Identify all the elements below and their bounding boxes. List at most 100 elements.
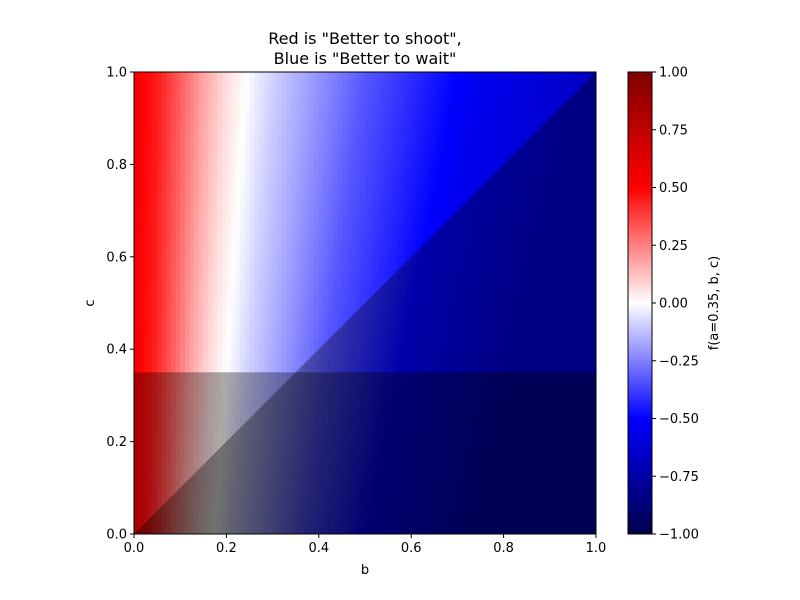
heatmap-cell [212,282,218,290]
heatmap-cell [170,478,177,486]
heatmap-cell [355,317,361,325]
heatmap-cell [249,247,255,255]
heatmap-cell [217,359,223,367]
heatmap-cell [355,429,361,437]
heatmap-cell [337,303,343,311]
heatmap-cell [559,373,565,381]
heatmap-cell [212,303,218,311]
heatmap-cell [157,436,163,444]
heatmap-cell [388,520,394,528]
heatmap-cell [508,275,514,283]
heatmap-cell [512,450,519,458]
heatmap-cell [240,457,246,465]
heatmap-cell [254,317,260,325]
heatmap-cell [300,296,306,304]
heatmap-cell [244,317,251,325]
heatmap-cell [341,394,348,402]
heatmap-cell [526,450,532,458]
heatmap-cell [267,457,274,465]
heatmap-cell [152,219,158,227]
heatmap-cell [503,275,509,283]
heatmap-cell [494,275,500,283]
heatmap-cell [217,471,223,479]
heatmap-cell [263,415,269,423]
heatmap-cell [212,317,218,325]
heatmap-cell [157,471,163,479]
heatmap-cell [314,527,320,534]
heatmap-cell [582,212,588,220]
heatmap-cell [249,345,255,353]
heatmap-cell [198,268,204,276]
heatmap-cell [531,296,537,304]
heatmap-cell [508,485,514,493]
heatmap-cell [263,520,269,528]
heatmap-cell [443,422,449,430]
heatmap-cell [341,240,348,248]
heatmap-cell [309,401,315,409]
heatmap-cell [143,254,149,262]
heatmap-cell [406,457,412,465]
heatmap-cell [457,373,463,381]
heatmap-cell [572,513,579,521]
heatmap-cell [323,422,329,430]
heatmap-cell [591,485,596,493]
heatmap-cell [286,247,292,255]
heatmap-cell [475,338,482,346]
heatmap-cell [143,226,149,234]
heatmap-cell [434,324,440,332]
heatmap-cell [415,198,422,206]
heatmap-cell [531,184,537,192]
heatmap-cell [291,478,297,486]
heatmap-cell [328,233,334,241]
heatmap-cell [346,198,352,206]
heatmap-cell [475,261,482,269]
heatmap-cell [170,464,177,472]
heatmap-cell [535,394,542,402]
heatmap-cell [300,436,306,444]
heatmap-cell [254,485,260,493]
heatmap-cell [332,317,338,325]
heatmap-cell [166,387,172,395]
heatmap-cell [226,275,232,283]
heatmap-cell [434,387,440,395]
heatmap-cell [217,443,223,451]
heatmap-cell [332,345,338,353]
heatmap-cell [212,366,218,374]
heatmap-cell [503,387,509,395]
heatmap-cell [415,303,422,311]
heatmap-cell [438,387,445,395]
heatmap-cell [577,247,583,255]
heatmap-cell [134,506,140,514]
heatmap-cell [591,303,596,311]
heatmap-cell [582,373,588,381]
heatmap-cell [249,303,255,311]
heatmap-cell [577,254,583,262]
heatmap-cell [508,254,514,262]
heatmap-cell [161,436,167,444]
heatmap-cell [341,359,348,367]
heatmap-cell [508,478,514,486]
heatmap-cell [388,205,394,213]
heatmap-cell [235,331,241,339]
heatmap-cell [425,191,431,199]
heatmap-cell [577,408,583,416]
heatmap-cell [263,485,269,493]
heatmap-cell [143,527,149,534]
heatmap-cell [494,366,500,374]
heatmap-cell [309,436,315,444]
heatmap-cell [462,499,468,507]
heatmap-cell [378,324,385,332]
heatmap-cell [429,345,435,353]
heatmap-cell [425,303,431,311]
heatmap-cell [549,394,556,402]
heatmap-cell [494,324,500,332]
heatmap-cell [198,520,204,528]
heatmap-cell [240,415,246,423]
heatmap-cell [559,240,565,248]
heatmap-cell [244,401,251,409]
heatmap-cell [568,247,574,255]
heatmap-cell [295,324,301,332]
heatmap-cell [489,478,495,486]
heatmap-cell [175,450,181,458]
heatmap-cell [143,492,149,500]
